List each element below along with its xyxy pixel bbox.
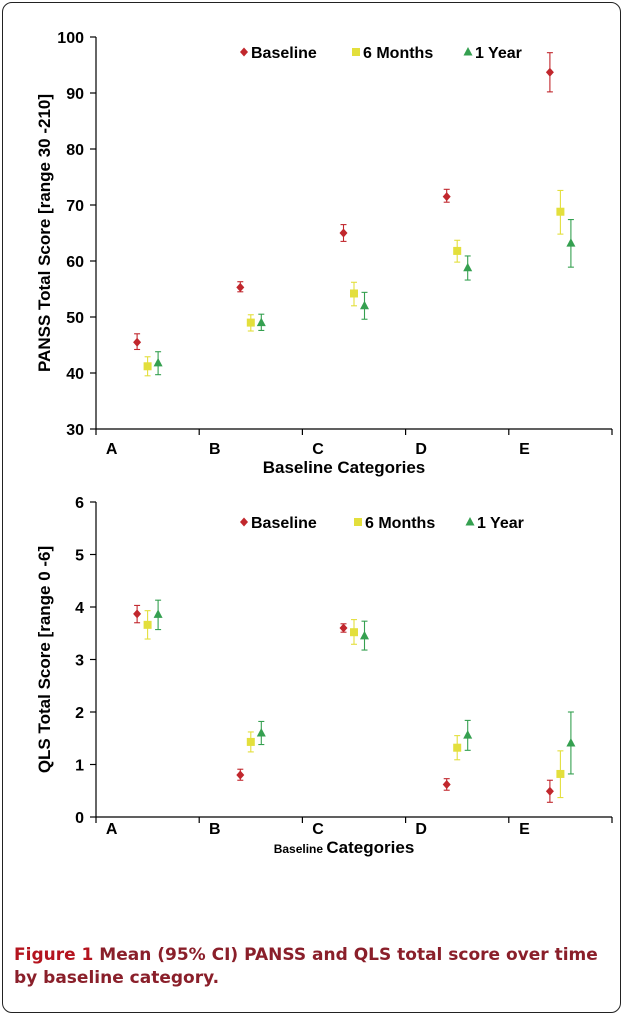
y-tick-label: 2 bbox=[75, 705, 84, 722]
x-tick-label: A bbox=[106, 821, 118, 838]
data-point bbox=[566, 238, 576, 247]
qls-chart: 0 1 2 3 4 5 6 A B C D E Baseline Categories QLS Total… bbox=[35, 495, 613, 857]
x-tick-label: D bbox=[415, 821, 427, 838]
x-axis-title-main: Categories bbox=[326, 838, 414, 857]
y-tick-label: 100 bbox=[57, 30, 84, 47]
data-point bbox=[463, 730, 473, 739]
series-baseline bbox=[133, 604, 554, 803]
y-tick-label: 40 bbox=[66, 366, 84, 383]
legend-marker bbox=[463, 47, 473, 56]
y-tick-label: 80 bbox=[66, 142, 84, 159]
data-point bbox=[453, 743, 462, 752]
legend-marker bbox=[240, 47, 248, 57]
x-tick-label: B bbox=[209, 441, 221, 458]
y-tick-label: 5 bbox=[75, 548, 84, 565]
data-point bbox=[545, 786, 554, 796]
x-tick-label: A bbox=[106, 441, 118, 458]
data-point bbox=[463, 262, 473, 272]
y-tick-label: 90 bbox=[66, 86, 84, 103]
data-point bbox=[143, 620, 152, 629]
series-1-year bbox=[153, 219, 576, 376]
x-axis-title-small: Baseline bbox=[274, 842, 327, 856]
data-point bbox=[545, 67, 554, 77]
data-point bbox=[236, 770, 245, 780]
x-axis-title: Baseline Categories bbox=[274, 838, 415, 857]
caption-text: Mean (95% CI) PANSS and QLS total score … bbox=[14, 945, 598, 988]
data-point bbox=[360, 300, 369, 310]
y-axis-title: QLS Total Score [range 0 -6] bbox=[35, 546, 54, 773]
data-point bbox=[246, 318, 255, 327]
data-point bbox=[153, 357, 163, 367]
x-tick-label: E bbox=[519, 441, 530, 458]
data-point bbox=[339, 623, 348, 633]
panss-chart: 30 40 50 60 70 80 90 100 A B C D E Baseline Categorie… bbox=[35, 30, 613, 477]
data-point bbox=[566, 737, 576, 747]
y-tick-label: 0 bbox=[75, 810, 84, 827]
data-point bbox=[153, 609, 163, 618]
legend: Baseline 6 Months 1 Year bbox=[240, 515, 524, 532]
data-point bbox=[556, 769, 565, 778]
legend-marker bbox=[354, 518, 362, 526]
data-point bbox=[256, 728, 266, 737]
data-point bbox=[256, 317, 266, 327]
x-tick-label: E bbox=[519, 821, 530, 838]
legend-marker bbox=[352, 48, 360, 56]
y-tick-label: 50 bbox=[66, 310, 84, 327]
y-tick-label: 30 bbox=[66, 422, 84, 439]
caption-label: Figure 1 bbox=[14, 945, 94, 965]
series-baseline bbox=[133, 52, 554, 351]
data-point bbox=[143, 362, 152, 371]
data-point bbox=[339, 228, 348, 238]
legend-label: 6 Months bbox=[365, 515, 435, 532]
legend-marker bbox=[240, 517, 248, 527]
legend: Baseline 6 Months 1 Year bbox=[240, 45, 522, 62]
data-point bbox=[442, 192, 451, 202]
figure-caption: Figure 1 Mean (95% CI) PANSS and QLS tot… bbox=[14, 944, 609, 990]
data-point bbox=[133, 337, 142, 347]
x-axis-title: Baseline Categories bbox=[263, 458, 426, 477]
legend-label: 1 Year bbox=[477, 515, 524, 532]
data-point bbox=[442, 779, 451, 789]
series-6-months bbox=[143, 610, 565, 799]
data-point bbox=[350, 289, 358, 298]
legend-label: 1 Year bbox=[475, 45, 522, 62]
y-tick-label: 60 bbox=[66, 254, 84, 271]
data-point bbox=[360, 630, 369, 640]
data-point bbox=[453, 246, 462, 255]
y-tick-label: 1 bbox=[75, 758, 84, 775]
y-tick-label: 4 bbox=[75, 600, 84, 617]
x-tick-label: C bbox=[312, 441, 324, 458]
y-tick-label: 3 bbox=[75, 653, 84, 670]
data-point bbox=[236, 282, 245, 292]
legend-label: 6 Months bbox=[363, 45, 433, 62]
data-point bbox=[556, 207, 565, 216]
x-tick-label: D bbox=[415, 441, 427, 458]
legend-label: Baseline bbox=[251, 515, 317, 532]
y-tick-label: 6 bbox=[75, 495, 84, 512]
y-axis-title: PANSS Total Score [range 30 -210] bbox=[35, 94, 54, 372]
data-point bbox=[350, 628, 358, 637]
legend-marker bbox=[465, 517, 475, 526]
y-tick-label: 70 bbox=[66, 198, 84, 215]
x-tick-label: B bbox=[209, 821, 221, 838]
legend-label: Baseline bbox=[251, 45, 317, 62]
data-point bbox=[246, 737, 255, 746]
series-6-months bbox=[143, 189, 565, 377]
x-tick-label: C bbox=[312, 821, 324, 838]
data-point bbox=[133, 609, 142, 619]
series-1-year bbox=[153, 599, 576, 775]
